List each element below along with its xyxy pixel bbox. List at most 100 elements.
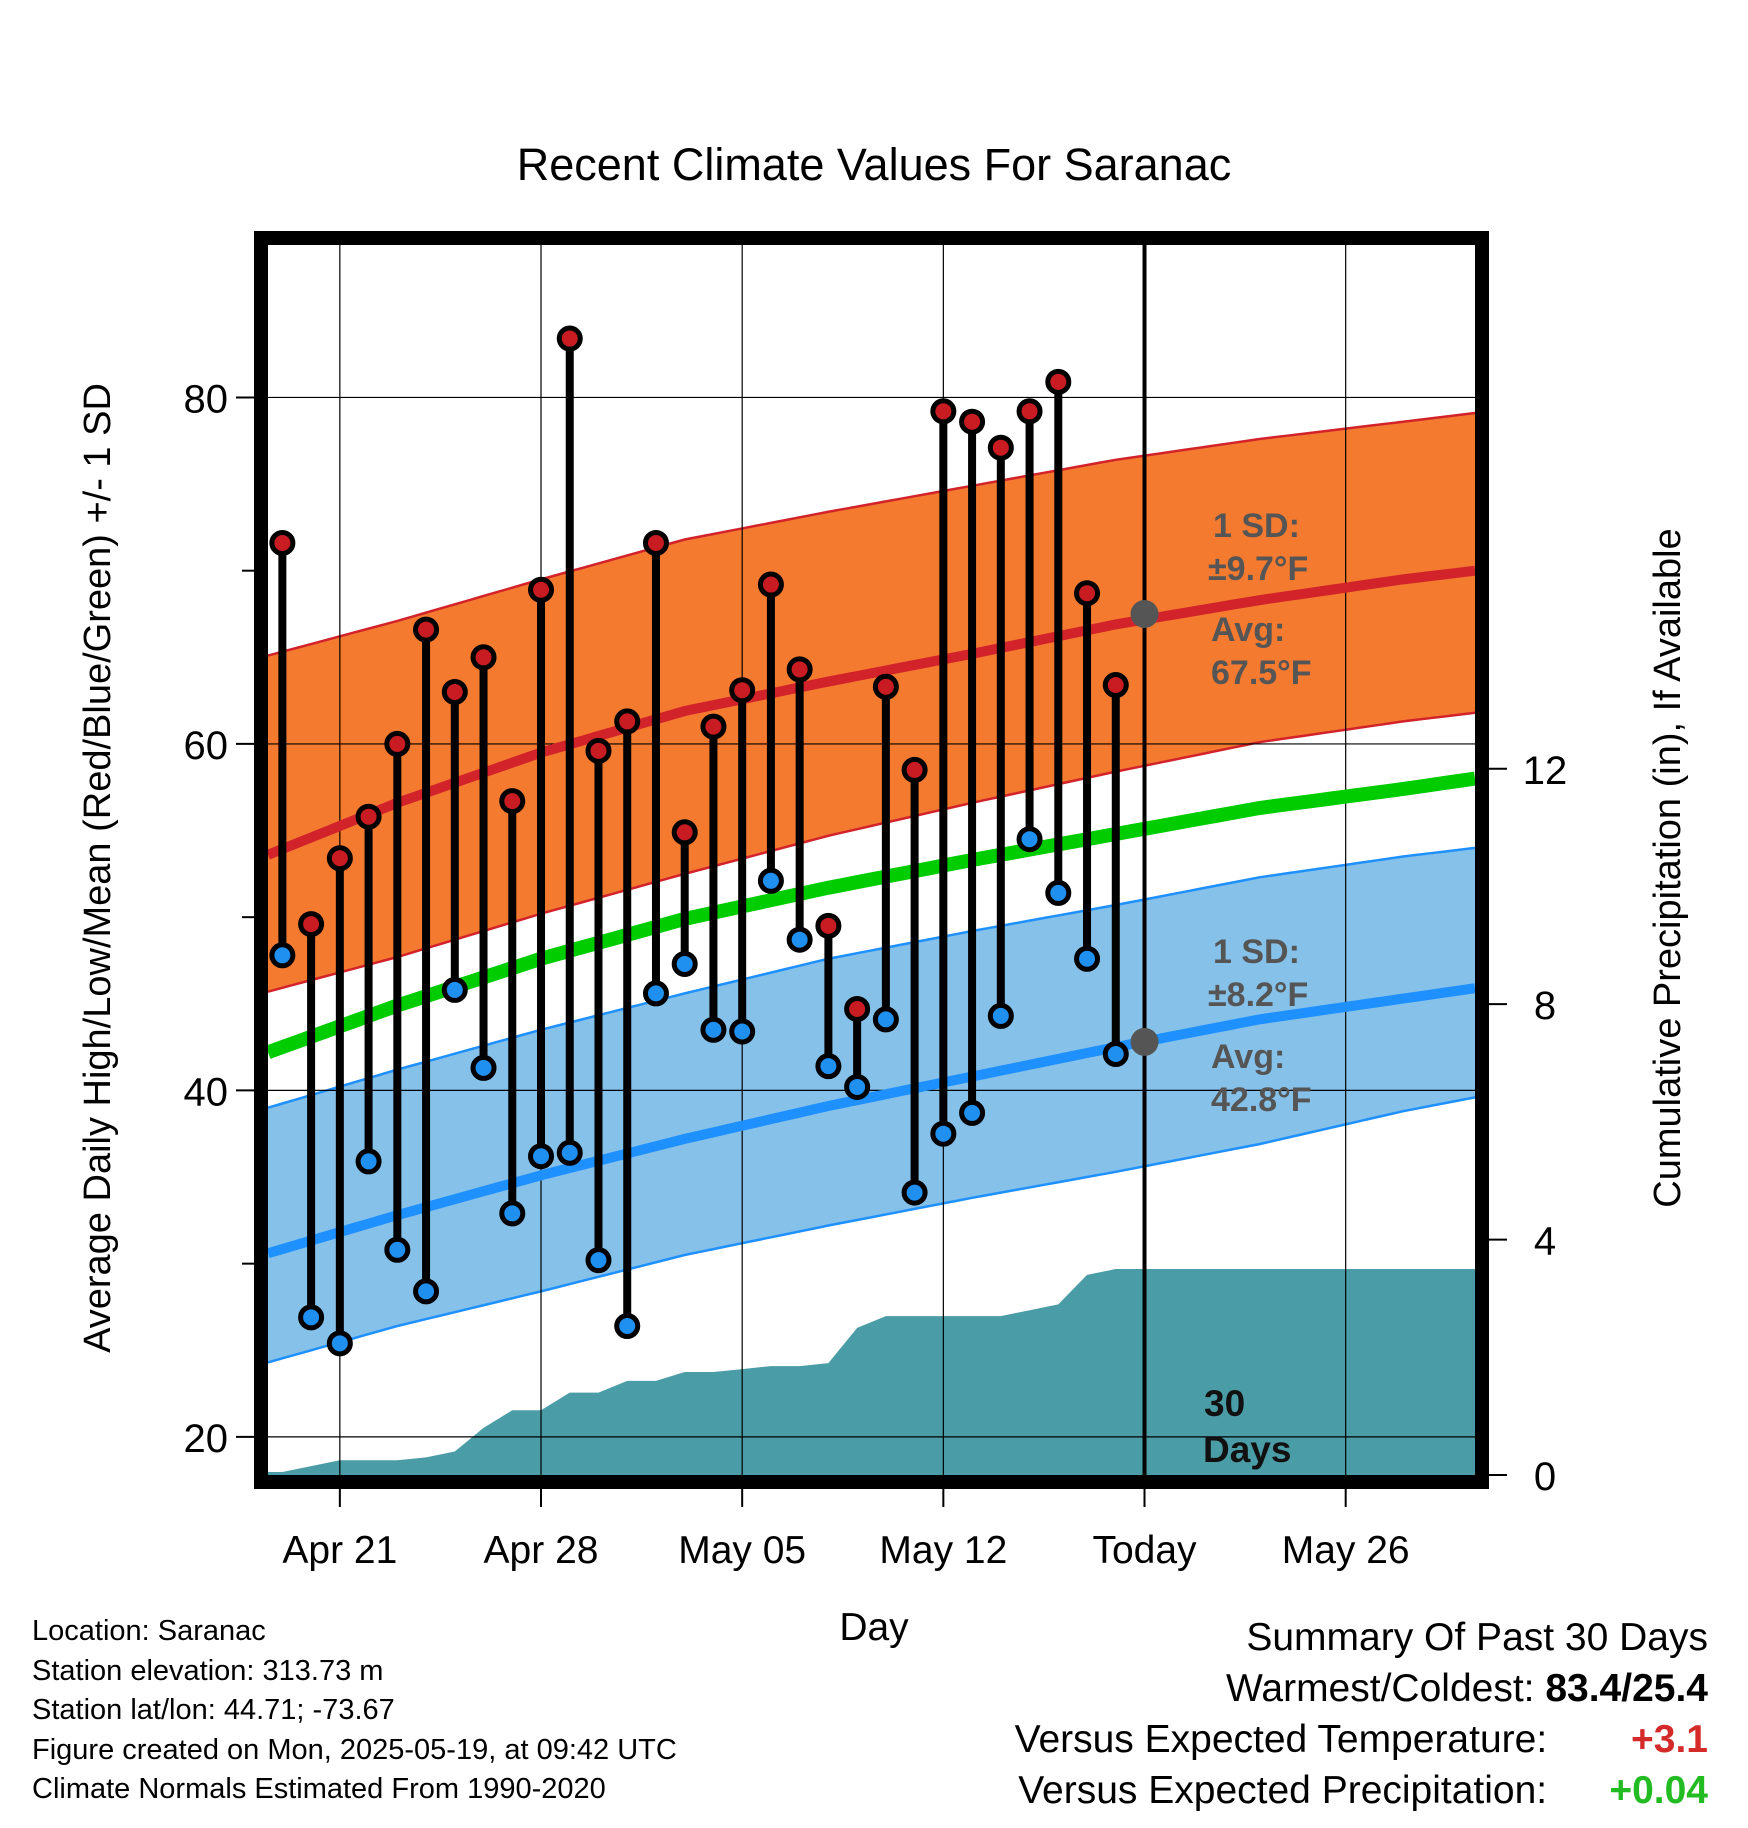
- daily-high-point: [844, 995, 871, 1022]
- x-tick-label: Apr 28: [484, 1529, 599, 1572]
- daily-high-point: [384, 730, 411, 757]
- y2-tick-label: 4: [1534, 1220, 1556, 1264]
- daily-low-point: [614, 1313, 641, 1340]
- daily-high-point: [556, 325, 583, 352]
- summary-panel: Summary Of Past 30 Days Warmest/Coldest:…: [1015, 1612, 1708, 1816]
- daily-low-point: [1045, 879, 1072, 906]
- low-band-lower-edge: [267, 1096, 1476, 1364]
- high-sd-label: 1 SD:: [1213, 507, 1300, 545]
- warmest-coldest-row: Warmest/Coldest: 83.4/25.4: [1015, 1663, 1708, 1714]
- high-avg-label: Avg:: [1211, 611, 1285, 649]
- x-axis-label: Day: [839, 1606, 909, 1649]
- daily-high-point: [1074, 580, 1101, 607]
- daily-low-point: [700, 1016, 727, 1043]
- daily-high-point: [528, 576, 555, 603]
- high-avg-value: 67.5°F: [1211, 654, 1312, 692]
- low-avg-value: 42.8°F: [1211, 1081, 1312, 1119]
- daily-low-point: [930, 1120, 957, 1147]
- y-tick-label: 40: [184, 1070, 229, 1114]
- y2-tick-label: 0: [1534, 1455, 1556, 1499]
- precip-area-fill: [268, 1269, 1475, 1475]
- daily-low-point: [413, 1278, 440, 1305]
- warmest-coldest-label: Warmest/Coldest:: [1226, 1667, 1535, 1710]
- precipitation-area: [268, 1269, 1475, 1475]
- daily-low-point: [1074, 945, 1101, 972]
- daily-high-point: [786, 656, 813, 683]
- daily-high-point: [269, 529, 296, 556]
- daily-low-point: [987, 1002, 1014, 1029]
- daily-low-point: [556, 1139, 583, 1166]
- x-tick-label: May 12: [879, 1529, 1007, 1572]
- daily-high-point: [499, 788, 526, 815]
- daily-points: [269, 325, 1129, 1357]
- low-avg-label: Avg:: [1211, 1038, 1285, 1076]
- daily-high-point: [930, 398, 957, 425]
- normal-mean-line: [265, 771, 1477, 1059]
- low-sd-value: ±8.2°F: [1208, 976, 1308, 1014]
- temp-departure-label: Versus Expected Temperature:: [1014, 1718, 1548, 1761]
- daily-low-point: [786, 926, 813, 953]
- daily-low-point: [959, 1099, 986, 1126]
- warmest-coldest-value: 83.4/25.4: [1545, 1667, 1708, 1710]
- daily-low-point: [757, 867, 784, 894]
- low-sd-label: 1 SD:: [1213, 933, 1300, 971]
- daily-low-point: [1016, 826, 1043, 853]
- y2-axis-label: Cumulative Precipitation (in), If Availa…: [1647, 528, 1689, 1207]
- x-tick-label: Apr 21: [282, 1529, 397, 1572]
- annotations: 1 SD: ±9.7°F Avg: 67.5°F 1 SD: ±8.2°F Av…: [1203, 507, 1312, 1470]
- today-marker: [1130, 245, 1159, 1475]
- period-label-days: Days: [1203, 1429, 1291, 1470]
- daily-high-point: [1102, 672, 1129, 699]
- normals-text: Climate Normals Estimated From 1990-2020: [32, 1773, 606, 1805]
- daily-low-point: [844, 1073, 871, 1100]
- daily-high-point: [585, 737, 612, 764]
- temp-departure-value: +3.1: [1631, 1718, 1708, 1761]
- high-band-upper-edge: [267, 411, 1476, 657]
- daily-low-point: [815, 1053, 842, 1080]
- temp-departure-row: Versus Expected Temperature: +3.1: [1015, 1714, 1708, 1765]
- daily-high-point: [987, 434, 1014, 461]
- daily-low-point: [470, 1054, 497, 1081]
- daily-low-point: [642, 980, 669, 1007]
- daily-high-point: [614, 708, 641, 735]
- normal-high-line: [266, 565, 1476, 860]
- y-tick-label: 60: [184, 724, 229, 768]
- daily-low-point: [872, 1006, 899, 1033]
- frame-border: [254, 231, 1489, 1489]
- created-text: Figure created on Mon, 2025-05-19, at 09…: [32, 1733, 677, 1766]
- today-low-avg-dot: [1130, 1027, 1159, 1056]
- daily-high-point: [441, 678, 468, 705]
- daily-high-point: [757, 571, 784, 598]
- x-tick-label: May 26: [1282, 1529, 1410, 1572]
- daily-high-point: [901, 756, 928, 783]
- daily-high-point: [1045, 368, 1072, 395]
- daily-low-point: [585, 1247, 612, 1274]
- location-text: Location: Saranac: [32, 1615, 266, 1647]
- daily-low-point: [499, 1200, 526, 1227]
- daily-high-point: [1016, 398, 1043, 425]
- daily-low-point: [384, 1236, 411, 1263]
- daily-high-point: [642, 529, 669, 556]
- low-sd-band: [268, 847, 1475, 1363]
- daily-low-point: [901, 1179, 928, 1206]
- y-axis-label: Average Daily High/Low/Mean (Red/Blue/Gr…: [77, 383, 119, 1353]
- daily-low-point: [298, 1304, 325, 1331]
- precip-departure-value: +0.04: [1609, 1769, 1708, 1812]
- y2-tick-label: 8: [1534, 984, 1556, 1028]
- daily-low-point: [441, 976, 468, 1003]
- summary-title: Summary Of Past 30 Days: [1246, 1616, 1708, 1659]
- high-band-lower-edge: [267, 711, 1476, 993]
- chart-title: Recent Climate Values For Saranac: [517, 139, 1232, 190]
- daily-low-point: [671, 950, 698, 977]
- normal-lines: [265, 565, 1477, 1259]
- period-label-number: 30: [1204, 1383, 1245, 1424]
- elevation-text: Station elevation: 313.73 m: [32, 1654, 384, 1687]
- daily-low-point: [729, 1018, 756, 1045]
- daily-high-point: [959, 408, 986, 435]
- daily-high-point: [729, 677, 756, 704]
- low-band-upper-edge: [267, 846, 1476, 1109]
- daily-low-point: [269, 942, 296, 969]
- daily-low-point: [355, 1148, 382, 1175]
- daily-high-point: [413, 616, 440, 643]
- daily-high-point: [298, 911, 325, 938]
